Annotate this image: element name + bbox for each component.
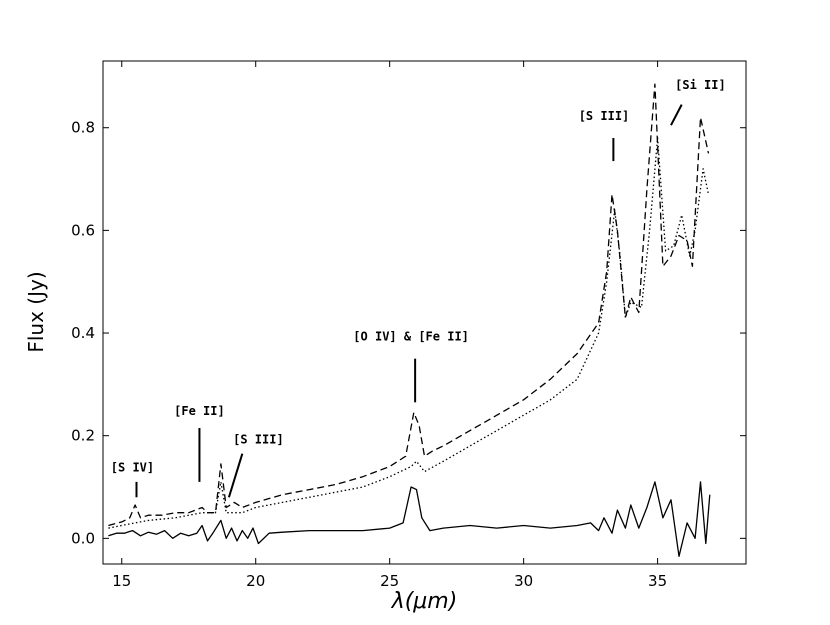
annotation-label: [S IV] <box>111 461 154 475</box>
y-axis-title: Flux (Jy) <box>24 271 48 352</box>
y-tick-label: 0.6 <box>71 221 95 239</box>
x-tick-label: 15 <box>112 572 131 590</box>
series-line-dashed <box>108 83 710 527</box>
annotation-label: [O IV] & [Fe II] <box>353 330 469 344</box>
annotation-pointer <box>227 453 244 498</box>
series-line-solid <box>108 481 711 557</box>
annotation-label: [Fe II] <box>174 404 225 418</box>
annotation-label: [S III] <box>579 109 630 123</box>
annotation-label: [S III] <box>233 432 284 446</box>
y-tick-label: 0.4 <box>71 324 95 342</box>
y-tick-label: 0.2 <box>71 427 95 445</box>
annotation-label: [Si II] <box>675 78 726 92</box>
x-tick-label: 30 <box>514 572 533 590</box>
series-group <box>108 83 711 557</box>
axis-ticks: 15 20 25 30 35 0.0 0.2 0.4 0.6 0.8 <box>71 61 746 590</box>
x-tick-label: 25 <box>380 572 399 590</box>
x-axis-title: λ(μm) <box>391 589 458 614</box>
x-tick-label: 35 <box>648 572 667 590</box>
x-tick-label: 20 <box>246 572 265 590</box>
annotation-pointer <box>670 104 683 126</box>
plot-frame <box>102 60 747 565</box>
annotations-group: [S IV] [Fe II] [S III] [O IV] & [Fe II] [S I… <box>111 78 726 498</box>
y-tick-label: 0.0 <box>71 529 95 547</box>
series-line-dotted <box>108 137 710 529</box>
y-tick-label: 0.8 <box>71 119 95 137</box>
